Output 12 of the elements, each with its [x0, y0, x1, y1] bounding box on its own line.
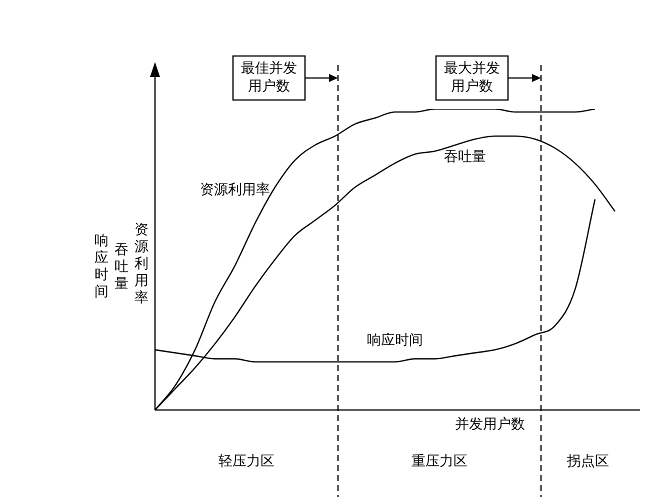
- y-axis-title: 响应时间: [94, 233, 109, 301]
- text: 最大并发用户数: [444, 60, 500, 95]
- series-label: 吞吐量: [444, 148, 486, 165]
- x-axis-title: 并发用户数: [455, 416, 525, 433]
- text: 资源利用率: [134, 222, 149, 307]
- text: 最佳并发用户数: [241, 60, 297, 95]
- text: 轻压力区: [218, 454, 274, 470]
- text: 拐点区: [566, 454, 609, 470]
- series-label: 资源利用率: [200, 182, 270, 198]
- series-label: 响应时间: [367, 332, 423, 348]
- text: 重压力区: [412, 454, 468, 470]
- text: 吞吐量: [114, 242, 129, 293]
